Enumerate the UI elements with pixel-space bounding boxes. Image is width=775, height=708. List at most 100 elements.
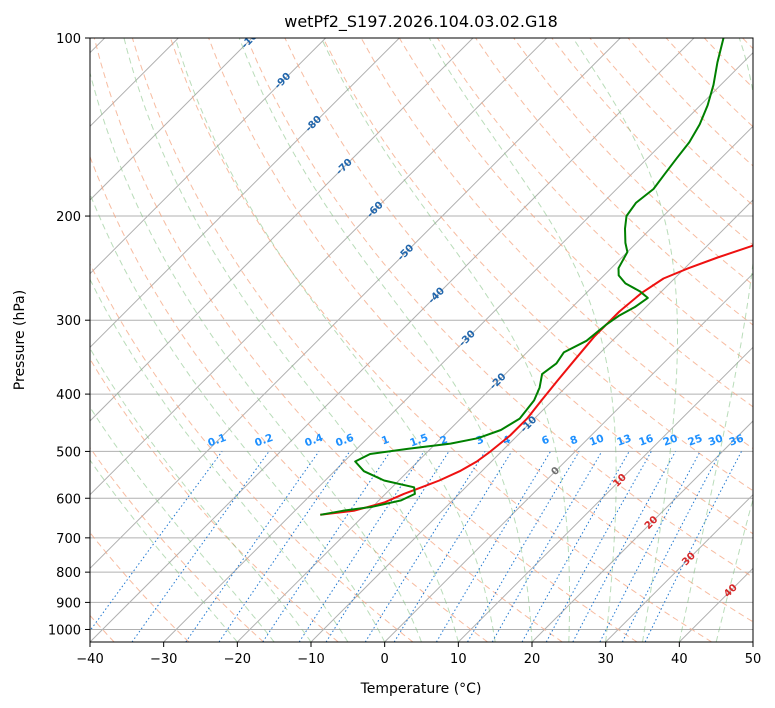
y-tick-label: 200 xyxy=(56,210,81,225)
moist-adiabat-line xyxy=(238,38,533,642)
sounding-series xyxy=(320,38,753,516)
mixing-ratio-line xyxy=(521,451,630,642)
moist-adiabat-line xyxy=(428,38,617,642)
mixing-ratio-label: 6 xyxy=(540,434,551,448)
dry-adiabat-line xyxy=(93,38,563,642)
dry-adiabat-line xyxy=(284,38,753,535)
isotherm-line xyxy=(90,38,474,422)
x-tick-label: 0 xyxy=(381,652,389,667)
moist-adiabat-line xyxy=(90,406,275,642)
isotherm-line xyxy=(457,346,753,642)
mixing-ratio-line xyxy=(644,451,742,642)
y-tick-label: 800 xyxy=(56,566,81,581)
y-tick-label: 400 xyxy=(56,388,81,403)
moist-adiabat-line xyxy=(320,38,570,642)
moist-adiabat-line xyxy=(90,459,238,642)
dry-adiabat-line xyxy=(322,38,753,492)
isotherm-line xyxy=(90,38,621,570)
moist-adiabat-line xyxy=(678,38,753,642)
dry-adiabat-line xyxy=(475,38,753,326)
plot-area: -100-90-80-70-60-50-40-30-20-10010203040… xyxy=(90,38,753,642)
y-tick-label: 300 xyxy=(56,314,81,329)
dry-adiabat-line xyxy=(90,446,264,642)
x-tick-label: −20 xyxy=(224,652,251,667)
mixing-ratio-line xyxy=(131,451,270,642)
x-tick-label: −40 xyxy=(76,652,103,667)
mixing-ratio-line xyxy=(393,451,513,642)
mixing-ratio-label: 25 xyxy=(686,432,704,448)
mixing-ratio-label: 0.4 xyxy=(303,432,325,450)
mixing-ratio-line xyxy=(262,451,391,642)
isotherm-line xyxy=(236,125,753,642)
y-tick-label: 500 xyxy=(56,445,81,460)
y-tick-label: 600 xyxy=(56,492,81,507)
mixing-ratio-label: 16 xyxy=(637,432,655,448)
mixing-ratio-label: 8 xyxy=(569,434,580,448)
mixing-ratio-line xyxy=(325,451,450,642)
mixing-ratio-line xyxy=(545,451,652,642)
dry-adiabat-line xyxy=(246,38,753,578)
x-tick-label: −30 xyxy=(150,652,177,667)
mixing-ratio-label: 0.6 xyxy=(334,432,356,450)
x-tick-label: 10 xyxy=(450,652,467,667)
mixing-ratio-line xyxy=(218,451,351,642)
moist-adiabat-line xyxy=(572,38,678,642)
dry-adiabat-line xyxy=(208,38,753,623)
y-tick-label: 100 xyxy=(56,32,81,47)
moist-adiabats xyxy=(90,38,753,642)
moist-adiabat-line xyxy=(90,70,422,642)
moist-adiabat-line xyxy=(90,347,312,642)
mixing-ratio-label: 0.2 xyxy=(253,432,275,450)
mixing-ratio-line xyxy=(572,451,676,642)
mixing-ratio-line xyxy=(621,451,722,642)
mixing-ratio-label: 2 xyxy=(438,434,449,448)
mixing-ratio-label: 36 xyxy=(728,432,746,448)
isotherm-line xyxy=(605,493,753,642)
mixing-ratio-line xyxy=(90,451,223,632)
y-tick-label: 700 xyxy=(56,532,81,547)
dry-adiabat-line xyxy=(90,358,339,642)
isotherm-line xyxy=(531,420,753,642)
isotherm-line xyxy=(163,51,753,642)
isotherm-line xyxy=(90,38,327,275)
x-tick-label: −10 xyxy=(297,652,324,667)
chart-title: wetPf2_S197.2026.104.03.02.G18 xyxy=(284,12,558,32)
isotherm-line xyxy=(90,38,253,201)
mixing-ratio-label: 30 xyxy=(707,432,725,448)
dewpoint-line xyxy=(320,38,725,516)
y-axis-ticks: 1000 900 800 700 600 500 400 300 200 100 xyxy=(48,32,90,638)
moist-adiabat-line xyxy=(123,38,459,642)
mixing-ratio-line xyxy=(185,451,320,642)
x-tick-label: 40 xyxy=(671,652,688,667)
isotherm-line xyxy=(90,38,400,349)
dry-adiabat-line xyxy=(131,38,638,642)
x-tick-label: 30 xyxy=(597,652,614,667)
mixing-ratio-label: 3 xyxy=(475,434,486,448)
moist-adiabat-line xyxy=(90,192,386,642)
mixing-ratio-label: 1 xyxy=(380,434,391,448)
isotherm-line xyxy=(384,272,753,642)
mixing-ratio-label: 4 xyxy=(501,434,512,448)
temperature-line xyxy=(320,244,753,516)
moist-adiabat-line xyxy=(715,497,753,642)
mixing-ratio-label: 1.5 xyxy=(408,432,430,450)
moist-adiabat-line xyxy=(90,278,349,642)
mixing-ratio-label: 10 xyxy=(588,432,606,448)
y-axis-label: Pressure (hPa) xyxy=(12,290,28,390)
isotherm-line xyxy=(90,38,548,496)
x-tick-label: 50 xyxy=(745,652,762,667)
dry-adiabat-line xyxy=(90,262,414,642)
mixing-ratio-label: 0.1 xyxy=(206,432,228,450)
x-axis-label: Temperature (°C) xyxy=(360,681,482,697)
mixing-ratio-line xyxy=(298,451,425,642)
mixing-ratio-label: 20 xyxy=(662,432,680,448)
dry-adiabat-line xyxy=(513,38,753,286)
x-axis-ticks: −40 −30 −20 −10 0 10 20 30 40 50 xyxy=(76,642,761,667)
y-tick-label: 900 xyxy=(56,596,81,611)
mixing-ratio-lines xyxy=(90,451,742,642)
mixing-ratio-label: 13 xyxy=(615,432,633,448)
moist-adiabat-line xyxy=(174,38,496,642)
y-tick-label: 1000 xyxy=(48,623,81,638)
